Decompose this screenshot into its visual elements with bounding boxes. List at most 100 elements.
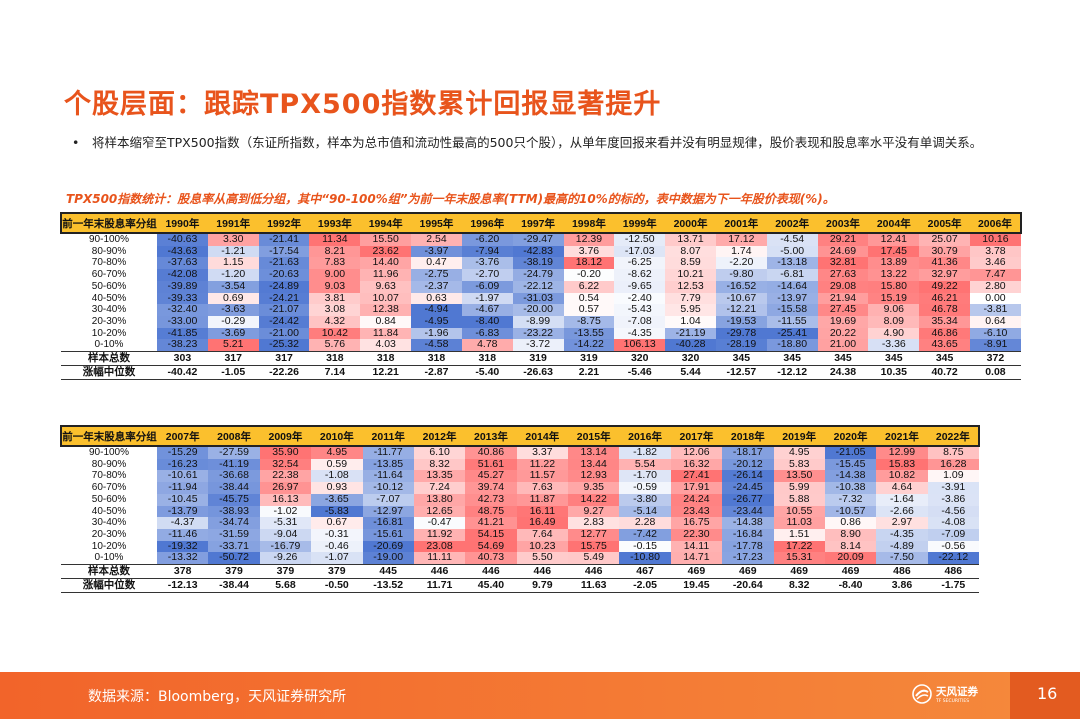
logo-name: 天风证券 xyxy=(936,686,978,698)
data-cell: -0.47 xyxy=(413,517,466,529)
data-cell: -42.08 xyxy=(157,268,208,281)
data-cell: -0.29 xyxy=(207,315,259,328)
data-cell: 0.67 xyxy=(311,517,363,529)
count-row: 样本总数 378 379 379 379 445 446 446 446 446 467 469 469… xyxy=(61,564,979,580)
data-cell: 4.95 xyxy=(311,446,363,459)
data-cell: -4.94 xyxy=(411,304,462,316)
data-cell: -29.78 xyxy=(715,327,767,340)
summary-cell: 19.45 xyxy=(670,578,723,594)
data-cell: -19.32 xyxy=(157,540,209,553)
data-cell: 27.63 xyxy=(817,268,869,281)
row-label: 90-100% xyxy=(88,447,130,458)
data-cell: 3.30 xyxy=(207,233,259,246)
data-cell: -0.46 xyxy=(311,540,363,553)
data-cell: -3.81 xyxy=(970,304,1021,316)
summary-cell: 345 xyxy=(715,351,767,367)
table-row: 80-90% -43.63 -1.21 -17.54 8.21 23.62 -3.97 -7.… xyxy=(61,245,1021,258)
data-cell: -0.15 xyxy=(619,540,671,553)
data-cell: 23.43 xyxy=(670,505,723,518)
data-cell: 18.12 xyxy=(563,257,615,270)
summary-label: 涨幅中位数 xyxy=(61,578,157,594)
footer-bar: 数据来源：Bloomberg，天风证券研究所 天风证券 TF SECURITIE… xyxy=(0,672,1080,719)
header-year: 1996年 xyxy=(461,212,513,234)
summary-cell: 379 xyxy=(208,564,260,580)
header-year: 2010年 xyxy=(311,425,363,447)
data-cell: -45.75 xyxy=(208,493,260,506)
table-row: 30-40% -32.40 -3.63 -21.07 3.08 12.38 -4.94 -4.… xyxy=(61,304,1021,316)
data-cell: -7.08 xyxy=(614,315,666,328)
data-cell: -21.07 xyxy=(258,304,310,316)
header-group-label: 前一年末股息率分组 xyxy=(60,212,157,234)
header-year: 2021年 xyxy=(876,425,928,447)
data-cell: 13.14 xyxy=(568,446,620,459)
table-row: 50-60% -39.89 -3.54 -24.89 9.03 9.63 -2.37 -6.0… xyxy=(61,280,1021,293)
data-cell: -4.08 xyxy=(927,517,979,529)
data-cell: -43.63 xyxy=(157,245,208,258)
data-cell: 11.34 xyxy=(309,233,361,246)
data-cell: 12.65 xyxy=(413,505,466,518)
header-year: 2015年 xyxy=(568,425,620,447)
row-label: 80-90% xyxy=(91,458,127,470)
row-label: 20-30% xyxy=(91,315,127,327)
row-label: 70-80% xyxy=(91,257,127,269)
data-cell: 10.42 xyxy=(309,327,361,340)
summary-cell: 319 xyxy=(512,351,564,367)
data-cell: -20.69 xyxy=(362,540,414,553)
summary-cell: 345 xyxy=(868,351,920,367)
data-cell: 0.69 xyxy=(207,292,259,305)
data-cell: 25.07 xyxy=(919,233,970,246)
data-cell: -10.67 xyxy=(715,292,767,305)
data-cell: -3.86 xyxy=(927,493,979,506)
dividend-table-1990-2006: 前一年末股息率分组 1990年 1991年 1992年 1993年 1994年 1995年 1… xyxy=(60,212,1022,381)
data-cell: -22.12 xyxy=(512,280,564,293)
summary-cell: 303 xyxy=(157,351,208,367)
data-cell: -7.50 xyxy=(876,551,928,565)
data-cell: -42.83 xyxy=(512,245,564,258)
data-cell: -15.61 xyxy=(362,528,414,541)
data-cell: 11.87 xyxy=(516,493,568,506)
data-cell: 14.22 xyxy=(568,493,620,506)
data-cell: -20.12 xyxy=(722,458,774,471)
data-cell: -3.36 xyxy=(868,338,920,352)
row-label: 30-40% xyxy=(91,517,127,529)
data-cell: 15.31 xyxy=(773,551,825,565)
data-cell: 11.92 xyxy=(413,528,466,541)
data-cell: 12.77 xyxy=(568,528,620,541)
data-cell: -6.25 xyxy=(614,257,666,270)
data-cell: 10.16 xyxy=(970,233,1021,246)
data-cell: 17.91 xyxy=(670,481,723,494)
header-year: 2014年 xyxy=(516,425,568,447)
data-cell: 1.15 xyxy=(207,257,259,270)
data-cell: 14.71 xyxy=(670,551,723,565)
summary-cell: 318 xyxy=(360,351,412,367)
data-cell: -14.64 xyxy=(766,280,818,293)
summary-cell: 318 xyxy=(461,351,513,367)
data-cell: 14.40 xyxy=(360,257,412,270)
data-cell: -13.32 xyxy=(157,551,209,565)
data-cell: -7.32 xyxy=(824,493,877,506)
data-cell: 9.35 xyxy=(568,481,620,494)
data-cell: 5.50 xyxy=(516,551,568,565)
data-cell: 19.69 xyxy=(817,315,869,328)
row-label: 10-20% xyxy=(91,540,127,552)
data-cell: 22.30 xyxy=(670,528,723,541)
data-cell: 12.38 xyxy=(360,304,412,316)
data-cell: -1.02 xyxy=(259,505,312,518)
row-label: 90-100% xyxy=(88,234,130,245)
data-cell: 0.64 xyxy=(970,315,1021,328)
data-cell: 43.65 xyxy=(919,338,970,352)
data-cell: -39.33 xyxy=(157,292,208,305)
data-cell: 16.13 xyxy=(259,493,312,506)
data-cell: -13.18 xyxy=(766,257,818,270)
data-cell: -13.79 xyxy=(157,505,209,518)
data-cell: -3.69 xyxy=(207,327,259,340)
data-cell: -6.20 xyxy=(461,233,513,246)
data-cell: -1.64 xyxy=(876,493,928,506)
data-cell: -50.72 xyxy=(208,551,260,565)
data-cell: -4.89 xyxy=(876,540,928,553)
table-row: 0-10% -38.23 5.21 -25.32 5.76 4.03 -4.58 4.78 -3… xyxy=(61,338,1021,352)
data-cell: 1.04 xyxy=(665,315,716,328)
data-cell: 11.22 xyxy=(516,458,568,471)
summary-label: 样本总数 xyxy=(61,564,157,580)
data-cell: 10.55 xyxy=(773,505,825,518)
